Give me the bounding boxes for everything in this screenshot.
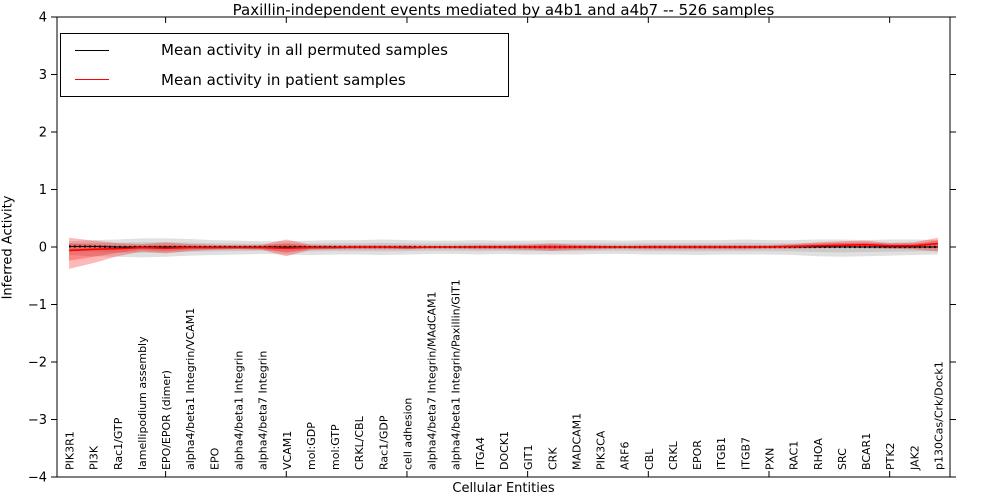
x-tick-label: SRC — [836, 448, 849, 470]
y-tick-label: 4 — [39, 11, 47, 26]
x-tick-label: Rac1/GTP — [112, 417, 125, 470]
x-tick-label: CRK — [546, 447, 559, 470]
x-tick-label: ITGA4 — [474, 437, 487, 470]
x-tick-label: PIK3R1 — [64, 431, 77, 470]
legend: Mean activity in all permuted samples Me… — [60, 33, 509, 97]
band-patient-samples-envelope-outer — [69, 237, 938, 269]
y-tick-label: 3 — [39, 68, 47, 83]
x-tick-label: PXN — [763, 448, 776, 470]
legend-label: Mean activity in all permuted samples — [161, 41, 448, 60]
legend-line-sample-black — [75, 49, 109, 51]
x-tick-label: alpha4/beta1 Integrin/Paxillin/GIT1 — [450, 279, 463, 470]
x-tick-label: alpha4/beta1 Integrin — [233, 351, 246, 470]
x-tick-label: RAC1 — [788, 441, 801, 470]
x-tick-label: alpha4/beta1 Integrin/VCAM1 — [184, 308, 197, 470]
x-tick-label: VCAM1 — [281, 431, 294, 470]
legend-entry-patient: Mean activity in patient samples — [61, 67, 508, 93]
x-tick-label: CBL — [643, 448, 656, 470]
series-line-1 — [69, 242, 939, 252]
x-tick-label: cell adhesion — [401, 398, 414, 470]
x-tick-label: mol:GTP — [329, 424, 342, 470]
x-tick-label: RHOA — [812, 438, 825, 470]
x-tick-label: EPO/EPOR (dimer) — [160, 370, 173, 470]
x-tick-label: ITGB1 — [715, 437, 728, 470]
x-tick-label: PTK2 — [884, 442, 897, 470]
x-tick-label: p130Cas/Crk/Dock1 — [932, 361, 945, 470]
x-tick-label: GIT1 — [522, 445, 535, 471]
x-tick-label: MADCAM1 — [570, 413, 583, 470]
x-tick-label: CRKL/CBL — [353, 415, 366, 470]
x-tick-label: mol:GDP — [305, 422, 318, 470]
chart-title: Paxillin-independent events mediated by … — [232, 1, 775, 19]
x-tick-label: ITGB7 — [739, 437, 752, 470]
x-tick-label: EPO — [208, 447, 221, 470]
x-tick-label: CRKL — [667, 440, 680, 470]
legend-label: Mean activity in patient samples — [161, 70, 406, 89]
band-patient-samples-envelope-inner — [69, 240, 938, 261]
x-tick-label: ARF6 — [619, 442, 632, 471]
x-tick-label: lamellipodium assembly — [136, 336, 149, 470]
x-tick-label: Rac1/GDP — [377, 415, 390, 470]
x-tick-label: PIK3CA — [595, 430, 608, 470]
y-tick-label: −2 — [28, 356, 47, 371]
y-tick-label: −1 — [28, 298, 47, 313]
x-tick-label: PI3K — [88, 445, 101, 470]
band-permuted-samples-envelope-outer — [69, 238, 938, 258]
legend-entry-permuted: Mean activity in all permuted samples — [61, 37, 508, 63]
legend-line-sample-red — [75, 79, 109, 81]
x-axis-title: Cellular Entities — [452, 481, 555, 496]
x-tick-label: alpha4/beta7 Integrin — [257, 351, 270, 470]
y-tick-label: 0 — [39, 241, 47, 256]
x-tick-label: EPOR — [691, 440, 704, 470]
y-tick-label: −3 — [28, 413, 47, 428]
x-tick-label: BCAR1 — [860, 433, 873, 470]
y-tick-label: 1 — [39, 183, 47, 198]
x-tick-label: JAK2 — [908, 445, 921, 471]
y-tick-label: −4 — [28, 471, 47, 486]
y-tick-label: 2 — [39, 126, 47, 141]
x-tick-label: alpha4/beta7 Integrin/MAdCAM1 — [426, 291, 439, 470]
x-tick-label: DOCK1 — [498, 431, 511, 470]
